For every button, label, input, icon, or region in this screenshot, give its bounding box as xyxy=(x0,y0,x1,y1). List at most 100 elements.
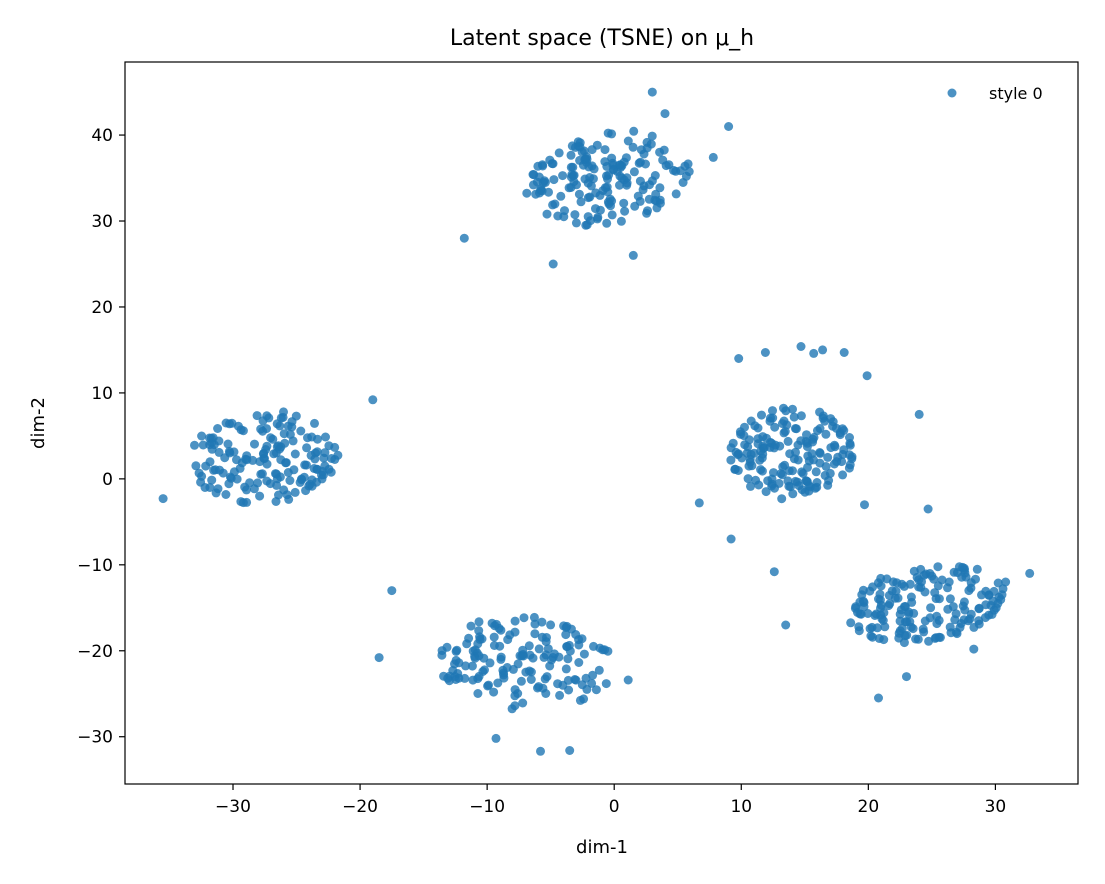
scatter-point xyxy=(769,468,778,478)
scatter-point xyxy=(250,439,259,449)
scatter-point xyxy=(943,604,953,614)
scatter-point xyxy=(510,701,520,711)
scatter-point xyxy=(213,424,223,433)
scatter-point xyxy=(1001,577,1011,587)
scatter-point xyxy=(823,452,833,462)
scatter-point xyxy=(566,162,576,172)
scatter-point xyxy=(466,621,476,631)
scatter-point xyxy=(592,140,602,150)
scatter-point xyxy=(470,645,480,655)
scatter-point xyxy=(242,485,251,495)
scatter-point xyxy=(996,595,1006,605)
scatter-point xyxy=(761,487,771,497)
scatter-point xyxy=(333,450,343,460)
scatter-point xyxy=(874,634,884,643)
scatter-point xyxy=(556,191,566,201)
scatter-point xyxy=(259,448,269,458)
scatter-point xyxy=(863,609,873,618)
scatter-point xyxy=(868,632,877,642)
scatter-point xyxy=(904,609,914,619)
scatter-point xyxy=(628,250,638,260)
scatter-point xyxy=(307,475,317,485)
scatter-point xyxy=(757,466,767,476)
scatter-point xyxy=(647,87,657,97)
scatter-point xyxy=(301,460,311,470)
scatter-point xyxy=(491,733,501,743)
scatter-point xyxy=(726,455,736,465)
scatter-point xyxy=(957,572,967,582)
scatter-point xyxy=(368,395,378,405)
scatter-point xyxy=(518,698,528,708)
scatter-point xyxy=(809,455,818,465)
scatter-point xyxy=(740,440,750,450)
scatter-point xyxy=(566,150,576,160)
scatter-point xyxy=(879,608,889,618)
scatter-point xyxy=(760,348,770,357)
scatter-point xyxy=(821,429,831,439)
y-tick-label: −30 xyxy=(77,728,113,748)
scatter-point xyxy=(505,630,515,640)
scatter-point xyxy=(197,431,207,441)
scatter-point xyxy=(838,470,848,480)
scatter-point xyxy=(635,196,645,206)
scatter-point xyxy=(743,474,753,484)
legend-label: style 0 xyxy=(989,84,1043,103)
scatter-point xyxy=(854,626,864,636)
scatter-point xyxy=(198,440,208,450)
scatter-point xyxy=(742,448,752,458)
legend-marker xyxy=(947,88,957,98)
scatter-point xyxy=(821,462,831,471)
scatter-point xyxy=(223,439,233,449)
scatter-point xyxy=(547,159,557,169)
scatter-point xyxy=(257,469,267,479)
scatter-point xyxy=(271,497,281,506)
scatter-point xyxy=(585,173,595,182)
scatter-point xyxy=(920,587,930,597)
scatter-point xyxy=(776,469,786,479)
scatter-point xyxy=(489,687,499,697)
scatter-point xyxy=(561,664,571,674)
scatter-point xyxy=(452,645,462,655)
scatter-point xyxy=(809,348,819,358)
scatter-point xyxy=(617,173,627,183)
scatter-point xyxy=(214,447,224,457)
scatter-point xyxy=(768,413,778,423)
scatter-point xyxy=(307,432,317,442)
scatter-point xyxy=(642,208,652,218)
scatter-point xyxy=(281,458,291,468)
scatter-point xyxy=(577,680,587,690)
scatter-point xyxy=(485,658,495,668)
scatter-point xyxy=(739,431,749,441)
scatter-point xyxy=(908,624,918,634)
scatter-point xyxy=(860,500,869,510)
scatter-point xyxy=(601,679,611,689)
x-tick-label: 30 xyxy=(985,797,1007,817)
scatter-point xyxy=(977,590,986,600)
scatter-point xyxy=(623,675,633,685)
scatter-point xyxy=(905,617,915,627)
scatter-point xyxy=(273,441,283,451)
scatter-point xyxy=(778,462,788,472)
scatter-point xyxy=(818,345,828,355)
x-tick-label: 10 xyxy=(730,797,752,817)
scatter-point xyxy=(932,611,942,621)
scatter-point xyxy=(650,171,660,180)
scatter-point xyxy=(496,652,506,662)
scatter-point xyxy=(642,143,652,153)
scatter-point xyxy=(310,454,320,464)
scatter-point xyxy=(935,633,945,642)
scatter-point xyxy=(786,482,795,492)
scatter-point xyxy=(783,436,793,446)
scatter-point xyxy=(615,160,625,170)
scatter-point xyxy=(933,581,943,591)
scatter-point xyxy=(564,183,574,193)
scatter-point xyxy=(933,562,943,572)
y-axis-label: dim-2 xyxy=(28,397,49,449)
scatter-point xyxy=(652,203,662,213)
scatter-point xyxy=(826,443,836,453)
scatter-point xyxy=(387,586,397,596)
scatter-point xyxy=(321,432,330,442)
scatter-point xyxy=(911,634,921,644)
chart-title: Latent space (TSNE) on μ_h xyxy=(450,26,754,51)
